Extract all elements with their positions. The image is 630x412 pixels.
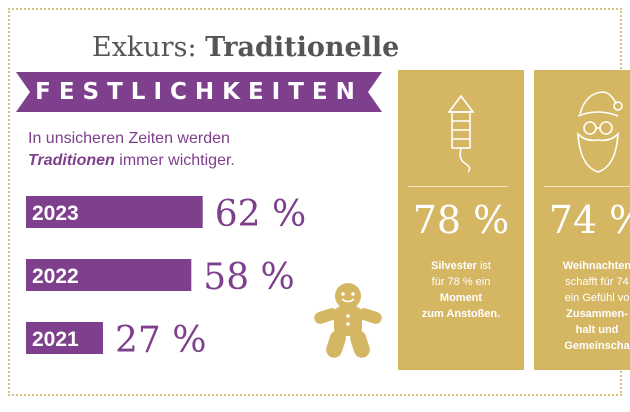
card-line: Zusammen- <box>534 306 630 322</box>
bar-category-label: 2023 <box>32 202 79 225</box>
firework-rocket-icon <box>447 94 475 173</box>
page-title: Exkurs: Traditionelle <box>92 32 399 63</box>
card-text: Weihnachten schafft für 74 ein Gefühl vo… <box>534 258 630 354</box>
card-line-bold: Zusammen- <box>566 308 628 320</box>
subtitle-emphasis: Traditionen <box>28 152 115 169</box>
card-line: für 78 % ein <box>431 276 491 288</box>
bar-2022 <box>26 259 192 291</box>
subtitle-rest: immer wichtiger. <box>114 152 235 169</box>
card-line: Gemeinscha <box>534 338 630 354</box>
gingerbread-man-icon <box>314 283 382 358</box>
card-line: Weihnachten <box>534 258 630 274</box>
card-line-bold: Silvester <box>431 260 477 272</box>
subtitle-line-1: In unsicheren Zeiten werden <box>28 130 230 147</box>
bar-2021 <box>26 322 103 354</box>
card-line-bold: Moment <box>439 292 483 304</box>
bar-value-label: 27 % <box>115 320 206 361</box>
bar-category-label: 2021 <box>32 328 79 351</box>
card-line-bold: halt und <box>575 324 619 336</box>
card-line: Moment <box>398 290 524 306</box>
card-line: ein Gefühl vo <box>564 292 630 304</box>
card-line-bold: Weihnachten <box>562 260 630 272</box>
bar-value-label: 62 % <box>215 194 306 235</box>
banner-notch-right <box>368 72 382 112</box>
card-line: Silvester ist <box>398 258 524 274</box>
card-line: schafft für 74 <box>565 276 629 288</box>
bar-2023 <box>26 196 203 228</box>
card-separator <box>544 186 630 187</box>
card-line: halt und <box>534 322 630 338</box>
title-prefix: Exkurs: <box>92 32 197 63</box>
card-separator <box>408 186 508 187</box>
banner-text: FESTLICHKEITEN <box>35 79 363 105</box>
card-percent: 78 % <box>412 198 510 242</box>
santa-claus-icon <box>577 91 623 173</box>
card-line-bold: zum Anstoßen. <box>421 308 501 320</box>
subtitle: In unsicheren Zeiten werden Traditionen … <box>28 128 235 172</box>
card-percent: 74 % <box>548 198 630 242</box>
card-line-suffix: ist <box>476 260 491 272</box>
card-text: Silvester ist für 78 % ein Moment zum An… <box>398 258 524 322</box>
card-weihnachten: 74 % Weihnachten schafft für 74 ein Gefü… <box>534 70 630 370</box>
bar-value-label: 58 % <box>203 257 294 298</box>
card-line: zum Anstoßen. <box>398 306 524 322</box>
card-line-bold: Gemeinscha <box>564 340 630 352</box>
card-silvester: 78 % Silvester ist für 78 % ein Moment z… <box>398 70 524 370</box>
title-banner: FESTLICHKEITEN <box>16 72 382 112</box>
bar-category-label: 2022 <box>32 265 79 288</box>
banner-notch-left <box>16 72 30 112</box>
title-bold: Traditionelle <box>205 32 400 63</box>
subtitle-line-2: Traditionen immer wichtiger. <box>28 150 235 172</box>
